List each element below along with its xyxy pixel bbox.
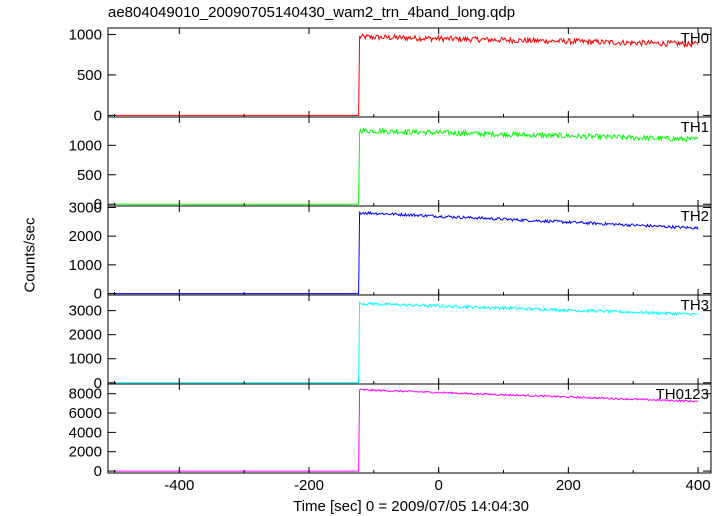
panel-frame-th0: [107, 27, 712, 118]
y-tick-label: 2000: [69, 327, 102, 344]
chart-title: ae804049010_20090705140430_wam2_trn_4ban…: [108, 4, 516, 21]
y-tick-label: 3000: [69, 303, 102, 320]
y-tick-label: 0: [94, 196, 102, 213]
series-label-th2: TH2: [681, 208, 709, 225]
x-tick-label: 400: [686, 477, 711, 494]
series-line-th3: [114, 300, 699, 384]
y-tick-label: 1000: [69, 257, 102, 274]
panel-frame-th3: [107, 294, 712, 385]
series-line-th0: [114, 33, 699, 116]
panel-frame-th0123: [107, 383, 712, 474]
x-tick-label: -400: [164, 477, 194, 494]
y-tick-label: 1000: [69, 137, 102, 154]
y-tick-label: 8000: [69, 386, 102, 403]
y-tick-label: 3000: [69, 199, 102, 216]
y-tick-label: 1000: [69, 26, 102, 43]
y-tick-label: 0: [94, 463, 102, 480]
y-tick-label: 4000: [69, 424, 102, 441]
y-tick-label: 1000: [69, 351, 102, 368]
y-tick-label: 2000: [69, 444, 102, 461]
y-tick-label: 2000: [69, 228, 102, 245]
series-label-th0123: TH0123: [656, 386, 709, 403]
y-tick-label: 500: [77, 167, 102, 184]
series-label-th3: TH3: [681, 297, 709, 314]
series-label-th0: TH0: [681, 30, 709, 47]
series-line-th1: [114, 127, 699, 205]
x-tick-label: -200: [294, 477, 324, 494]
panel-frame-th2: [107, 205, 712, 296]
y-tick-label: 0: [94, 375, 102, 392]
y-tick-label: 0: [94, 286, 102, 303]
x-tick-label: 200: [556, 477, 581, 494]
series-line-th0123: [114, 388, 699, 472]
series-label-th1: TH1: [681, 119, 709, 136]
y-tick-label: 500: [77, 67, 102, 84]
x-axis-label: Time [sec] 0 = 2009/07/05 14:04:30: [293, 498, 529, 515]
y-tick-label: 6000: [69, 405, 102, 422]
series-line-th2: [114, 211, 699, 295]
x-tick-label: 0: [435, 477, 443, 494]
y-tick-label: 0: [94, 107, 102, 124]
